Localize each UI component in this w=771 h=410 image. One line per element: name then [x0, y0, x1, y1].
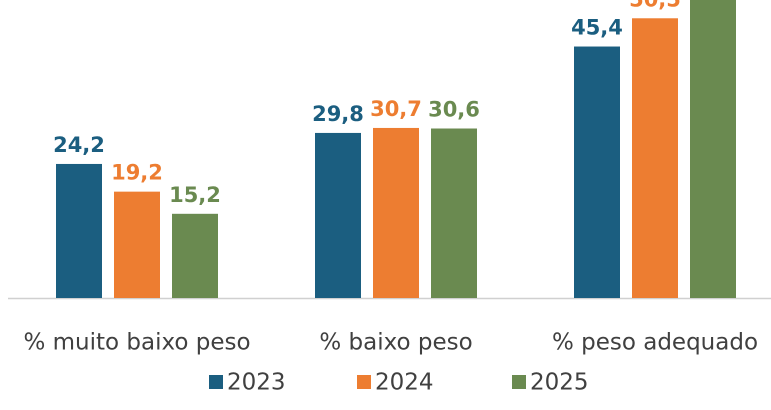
bar	[632, 18, 678, 299]
data-label: 24,2	[53, 133, 105, 157]
x-tick-label: % muito baixo peso	[23, 330, 250, 356]
data-label: 30,6	[428, 98, 480, 122]
legend-label: 2025	[530, 370, 589, 396]
bar	[431, 128, 477, 298]
bar	[690, 0, 736, 298]
data-label: 15,2	[169, 183, 221, 207]
bar	[373, 127, 419, 298]
data-label: 29,8	[312, 102, 364, 126]
bar	[114, 191, 160, 298]
bar	[172, 213, 218, 298]
legend-swatch	[512, 375, 526, 389]
legend-label: 2023	[227, 370, 286, 396]
legend-label: 2024	[375, 370, 434, 396]
x-tick-label: % baixo peso	[319, 330, 472, 356]
data-label: 50,5	[629, 0, 681, 11]
bar	[56, 163, 102, 298]
data-label: 30,7	[370, 97, 422, 121]
data-label: 19,2	[111, 161, 163, 185]
data-label: 45,4	[571, 16, 623, 40]
x-tick-label: % peso adequado	[552, 330, 758, 356]
bar	[574, 46, 620, 299]
bar	[315, 132, 361, 298]
legend-swatch	[209, 375, 223, 389]
legend-swatch	[357, 375, 371, 389]
